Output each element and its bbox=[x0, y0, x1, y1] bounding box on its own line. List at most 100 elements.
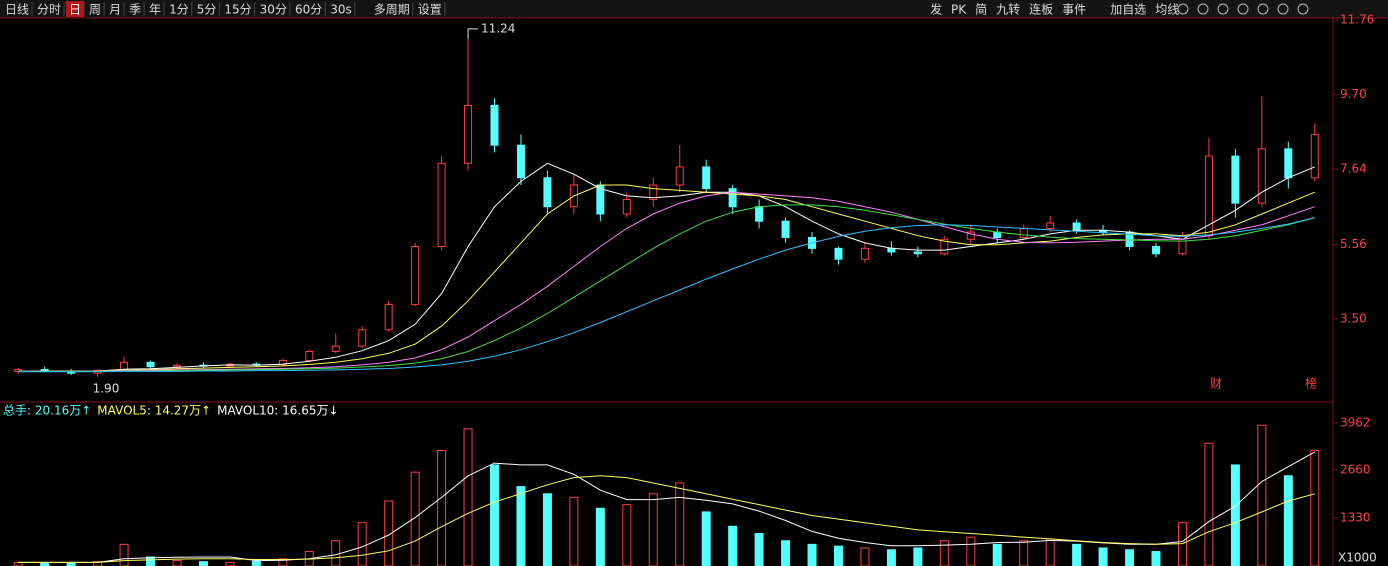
event-marker[interactable]: 财 bbox=[1210, 377, 1222, 391]
y-tick-label: 3.50 bbox=[1340, 311, 1367, 325]
volume-bar bbox=[701, 511, 711, 566]
volume-bar bbox=[939, 540, 949, 566]
volume-bar bbox=[648, 493, 658, 566]
toolbar-item[interactable]: 九转 bbox=[996, 2, 1020, 17]
toolbar-item[interactable]: 年 bbox=[149, 3, 161, 17]
volume-bar bbox=[1230, 464, 1240, 566]
toolbar-item[interactable]: PK bbox=[951, 3, 967, 17]
volume-bar bbox=[13, 561, 23, 566]
candle-body bbox=[305, 350, 314, 362]
volume-bar bbox=[251, 560, 261, 566]
candle-body bbox=[728, 188, 737, 208]
candle-body bbox=[1072, 222, 1081, 231]
candle-body bbox=[172, 364, 181, 368]
volume-bar bbox=[119, 543, 129, 566]
candle-body bbox=[940, 238, 949, 255]
candle-body bbox=[702, 166, 711, 190]
toolbar-icon[interactable] bbox=[1177, 3, 1189, 15]
candle-body bbox=[1310, 133, 1319, 179]
toolbar-item[interactable]: 多周期 bbox=[374, 3, 410, 17]
candle-body bbox=[675, 166, 684, 186]
volume-bar bbox=[1310, 450, 1320, 566]
candle-body bbox=[358, 329, 367, 347]
volume-bar bbox=[463, 428, 473, 566]
candle-body bbox=[781, 220, 790, 238]
y-tick-label: 3962 bbox=[1340, 416, 1371, 430]
volume-bar bbox=[913, 547, 923, 566]
toolbar-item[interactable]: 日 bbox=[69, 3, 81, 17]
volume-legend: MAVOL10: 16.65万↓ bbox=[217, 404, 338, 418]
toolbar-item[interactable]: 均线 bbox=[1155, 3, 1179, 17]
toolbar-item[interactable]: 周 bbox=[89, 3, 101, 17]
volume-bar bbox=[278, 558, 288, 566]
volume-bar bbox=[1098, 547, 1108, 566]
volume-bar bbox=[490, 464, 500, 566]
volume-bar bbox=[622, 504, 632, 566]
toolbar-item[interactable]: 日线 bbox=[5, 3, 29, 17]
min-label: 1.90 bbox=[93, 381, 120, 395]
candle-body bbox=[1019, 227, 1028, 238]
candle-body bbox=[146, 361, 155, 368]
ma-line bbox=[18, 451, 1316, 563]
volume-bar bbox=[1072, 543, 1082, 566]
candle-body bbox=[464, 104, 473, 164]
ma-line bbox=[18, 475, 1315, 563]
toolbar-item[interactable]: 连板 bbox=[1029, 2, 1053, 17]
toolbar-item[interactable]: 15分 bbox=[224, 3, 251, 17]
candle-body bbox=[860, 247, 869, 260]
volume-bar bbox=[1204, 442, 1214, 566]
toolbar-icon[interactable] bbox=[1297, 3, 1309, 15]
event-marker[interactable]: 榜 bbox=[1305, 376, 1317, 391]
unit-label: X1000 bbox=[1338, 551, 1377, 565]
toolbar-item[interactable]: 简 bbox=[975, 3, 987, 17]
volume-bar bbox=[781, 540, 791, 566]
toolbar-item[interactable]: 分时 bbox=[37, 3, 61, 17]
toolbar-item[interactable]: 发 bbox=[930, 2, 942, 17]
candle-body bbox=[834, 247, 843, 260]
volume-bar bbox=[516, 486, 526, 566]
candle-body bbox=[543, 177, 552, 208]
volume-bar bbox=[225, 561, 235, 566]
toolbar-item[interactable]: 1分 bbox=[169, 3, 189, 17]
candle-body bbox=[755, 206, 764, 222]
toolbar-item[interactable]: 季 bbox=[129, 3, 141, 17]
volume-bar bbox=[172, 560, 182, 566]
candle-body bbox=[1257, 148, 1266, 204]
ma-line bbox=[18, 162, 1315, 372]
toolbar-item[interactable]: 加自选 bbox=[1110, 3, 1146, 17]
volume-bar bbox=[1151, 551, 1161, 566]
volume-bar bbox=[198, 561, 208, 566]
y-tick-label: 2660 bbox=[1340, 462, 1371, 476]
toolbar-item[interactable]: 月 bbox=[109, 3, 121, 17]
toolbar-item[interactable]: 设置 bbox=[418, 3, 442, 17]
candle-body bbox=[913, 251, 922, 255]
toolbar-item[interactable]: 30分 bbox=[260, 3, 287, 17]
volume-bar bbox=[146, 556, 156, 566]
toolbar-item[interactable]: 5分 bbox=[197, 3, 217, 17]
toolbar-item[interactable]: 30s bbox=[330, 3, 352, 17]
y-tick-label: 5.56 bbox=[1340, 237, 1367, 251]
volume-bar bbox=[754, 533, 764, 566]
toolbar-active bbox=[66, 1, 85, 17]
volume-bar bbox=[1045, 538, 1055, 566]
toolbar-icon[interactable] bbox=[1237, 3, 1249, 15]
toolbar-icon[interactable] bbox=[1257, 3, 1269, 15]
toolbar-icon[interactable] bbox=[1197, 3, 1209, 15]
ma-line bbox=[18, 184, 1315, 372]
candle-body bbox=[1152, 246, 1161, 255]
volume-bar bbox=[1019, 540, 1029, 566]
candle-body bbox=[622, 198, 631, 215]
y-tick-label: 11.76 bbox=[1340, 13, 1374, 27]
candle-body bbox=[490, 104, 499, 146]
toolbar-icon[interactable] bbox=[1277, 3, 1289, 15]
toolbar-icon[interactable] bbox=[1217, 3, 1229, 15]
toolbar-item[interactable]: 60分 bbox=[295, 3, 322, 17]
toolbar-item[interactable]: 事件 bbox=[1062, 3, 1086, 17]
volume-legend: MAVOL5: 14.27万↑ bbox=[97, 404, 211, 418]
volume-bar bbox=[331, 540, 341, 566]
volume-bar bbox=[886, 549, 896, 566]
volume-bar bbox=[542, 493, 552, 566]
candle-body bbox=[966, 231, 975, 240]
